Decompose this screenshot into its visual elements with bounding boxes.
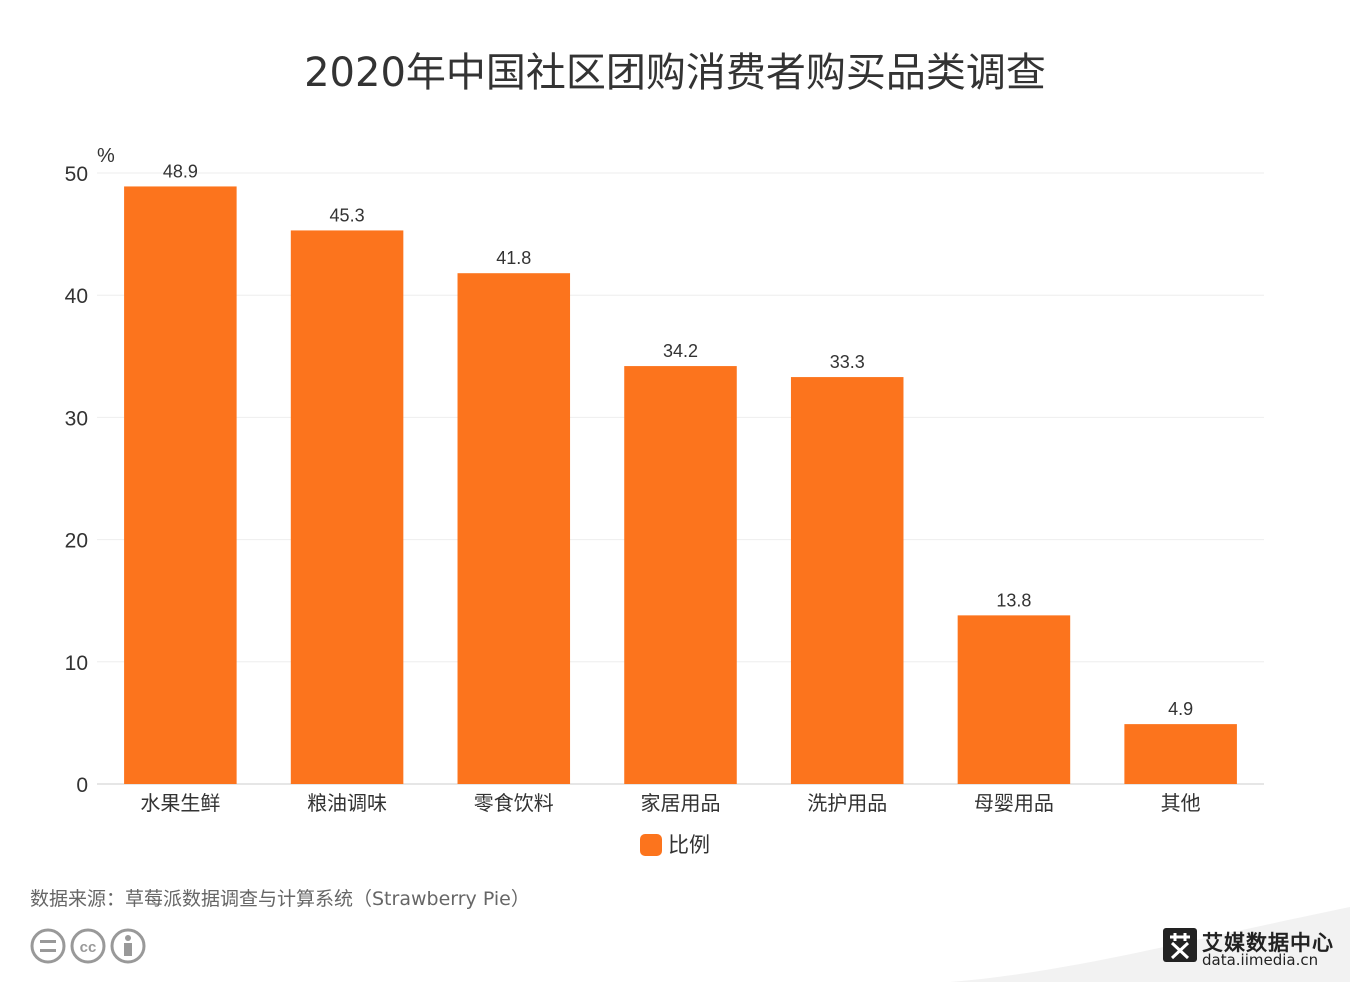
chart-title: 2020年中国社区团购消费者购买品类调查: [304, 50, 1046, 96]
y-tick-label: 0: [76, 774, 88, 797]
cc-icon: cc: [70, 928, 106, 964]
bar-chart: 0 10 20 30 40 50% 48.9 45.3 41.8 34.2 33.3 13.8 4.9…: [65, 145, 1264, 857]
bar: [957, 615, 1071, 784]
brand-wave-decoration: [950, 907, 1350, 982]
x-tick-label: 母婴用品: [974, 793, 1054, 815]
y-tick-label: 40: [65, 285, 88, 308]
brand-url: data.iimedia.cn: [1202, 951, 1319, 969]
svg-text:cc: cc: [80, 939, 97, 956]
x-tick-label: 粮油调味: [307, 792, 387, 815]
bar: [124, 186, 237, 784]
x-tick-label: 家居用品: [641, 792, 721, 815]
x-tick-label: 水果生鲜: [140, 792, 220, 815]
y-unit-label: %: [97, 145, 115, 167]
bar: [457, 273, 571, 784]
bar: [624, 366, 737, 784]
ai-logo-icon: [1163, 928, 1197, 962]
x-tick-label: 洗护用品: [807, 792, 887, 815]
bar: [790, 377, 904, 784]
legend-swatch: [640, 834, 662, 856]
y-tick-label: 50: [65, 163, 88, 186]
data-label: 13.8: [996, 590, 1031, 610]
data-label: 41.8: [496, 248, 531, 268]
y-tick-label: 20: [65, 530, 88, 553]
data-label: 4.9: [1168, 699, 1193, 719]
cc-by-icon: [110, 928, 146, 964]
data-label: 48.9: [163, 161, 198, 181]
legend-label: 比例: [668, 834, 710, 857]
y-tick-label: 10: [65, 652, 88, 675]
data-source: 数据来源：草莓派数据调查与计算系统（Strawberry Pie）: [30, 888, 530, 910]
cc-nd-icon: [30, 928, 66, 964]
data-label: 33.3: [830, 352, 865, 372]
data-label: 34.2: [663, 341, 698, 361]
bar: [290, 230, 404, 784]
brand-name: 艾媒数据中心: [1202, 931, 1334, 955]
x-tick-label: 零食饮料: [474, 792, 554, 815]
bar: [1124, 724, 1237, 784]
x-tick-label: 其他: [1161, 792, 1201, 815]
license-icons: cc: [30, 928, 146, 964]
data-label: 45.3: [330, 205, 365, 225]
y-tick-label: 30: [65, 407, 88, 430]
